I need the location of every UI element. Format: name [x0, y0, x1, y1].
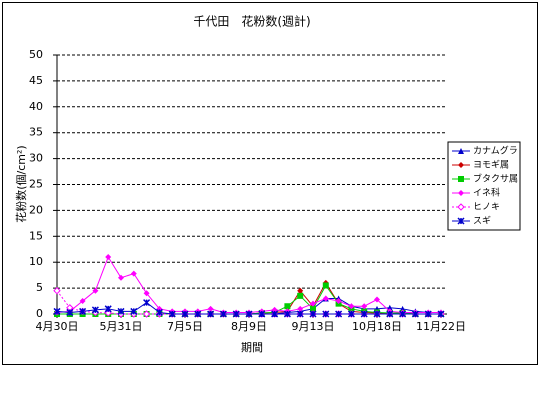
marker	[245, 310, 253, 318]
chart-title: 千代田 花粉数(週計)	[193, 14, 310, 29]
y-tick-label: 40	[29, 100, 43, 113]
y-tick-label: 25	[29, 178, 43, 191]
marker	[437, 310, 445, 318]
marker	[207, 310, 215, 318]
marker	[104, 309, 112, 317]
marker	[310, 305, 316, 312]
marker	[271, 310, 279, 318]
marker	[457, 217, 465, 225]
marker	[130, 270, 137, 277]
marker	[309, 310, 317, 318]
marker	[297, 292, 304, 299]
marker	[168, 310, 176, 318]
marker	[360, 310, 368, 318]
x-tick-label: 5月31日	[100, 320, 143, 333]
marker	[271, 306, 278, 313]
marker	[310, 300, 316, 307]
marker	[143, 299, 151, 307]
marker	[143, 290, 150, 297]
marker	[258, 310, 266, 318]
y-axis-label: 花粉数(個/cm²)	[15, 145, 28, 222]
marker	[79, 298, 86, 305]
x-tick-label: 10月18日	[352, 320, 402, 333]
marker	[348, 303, 355, 310]
marker	[373, 310, 381, 318]
legend-label: カナムグラ	[473, 145, 518, 157]
legend-box	[447, 141, 521, 231]
marker	[104, 305, 112, 313]
marker	[458, 176, 464, 182]
marker	[91, 306, 99, 314]
marker	[181, 310, 189, 318]
marker	[458, 190, 464, 196]
marker	[105, 254, 112, 261]
marker	[296, 310, 304, 318]
x-tick-label: 9月13日	[292, 320, 335, 333]
marker	[284, 303, 291, 310]
marker	[297, 305, 304, 312]
x-tick-label: 4月30日	[36, 320, 79, 333]
marker	[117, 307, 125, 315]
marker	[53, 286, 61, 295]
marker	[219, 310, 227, 318]
marker	[283, 310, 291, 318]
marker	[424, 310, 432, 318]
marker	[66, 308, 74, 316]
marker	[386, 310, 394, 318]
marker	[322, 310, 330, 318]
marker	[361, 303, 368, 310]
marker	[335, 298, 342, 305]
marker	[386, 304, 393, 311]
marker	[92, 287, 99, 294]
legend-label: ヒノキ	[473, 202, 500, 213]
marker	[79, 307, 87, 315]
legend-label: ブタクサ属	[473, 173, 518, 185]
marker	[53, 307, 61, 315]
marker	[194, 310, 202, 318]
marker	[457, 203, 465, 211]
marker	[399, 310, 407, 318]
y-tick-label: 5	[36, 281, 43, 294]
marker	[142, 310, 151, 318]
y-tick-label: 50	[29, 48, 43, 61]
marker	[411, 310, 419, 318]
x-tick-label: 8月9日	[231, 320, 267, 333]
y-tick-label: 45	[29, 74, 43, 87]
y-tick-label: 10	[29, 255, 43, 268]
marker	[322, 282, 329, 289]
marker	[118, 274, 124, 281]
y-tick-label: 0	[36, 307, 43, 320]
y-tick-label: 20	[29, 203, 43, 216]
marker	[374, 296, 380, 303]
x-tick-label: 11月22日	[416, 320, 466, 333]
x-axis-label: 期間	[241, 341, 263, 354]
x-tick-label: 7月5日	[167, 320, 203, 333]
marker	[347, 310, 355, 318]
marker	[207, 305, 214, 312]
marker	[335, 310, 343, 318]
marker	[130, 307, 138, 315]
marker	[322, 295, 329, 302]
marker	[297, 287, 304, 294]
legend-label: スギ	[473, 216, 491, 227]
legend-label: ヨモギ属	[473, 160, 509, 171]
marker	[458, 148, 464, 154]
marker	[458, 162, 464, 168]
marker	[155, 308, 163, 316]
legend-label: イネ科	[473, 187, 500, 199]
y-tick-label: 30	[29, 152, 43, 165]
y-tick-label: 15	[29, 229, 43, 242]
marker	[232, 310, 240, 318]
y-tick-label: 35	[29, 126, 43, 139]
